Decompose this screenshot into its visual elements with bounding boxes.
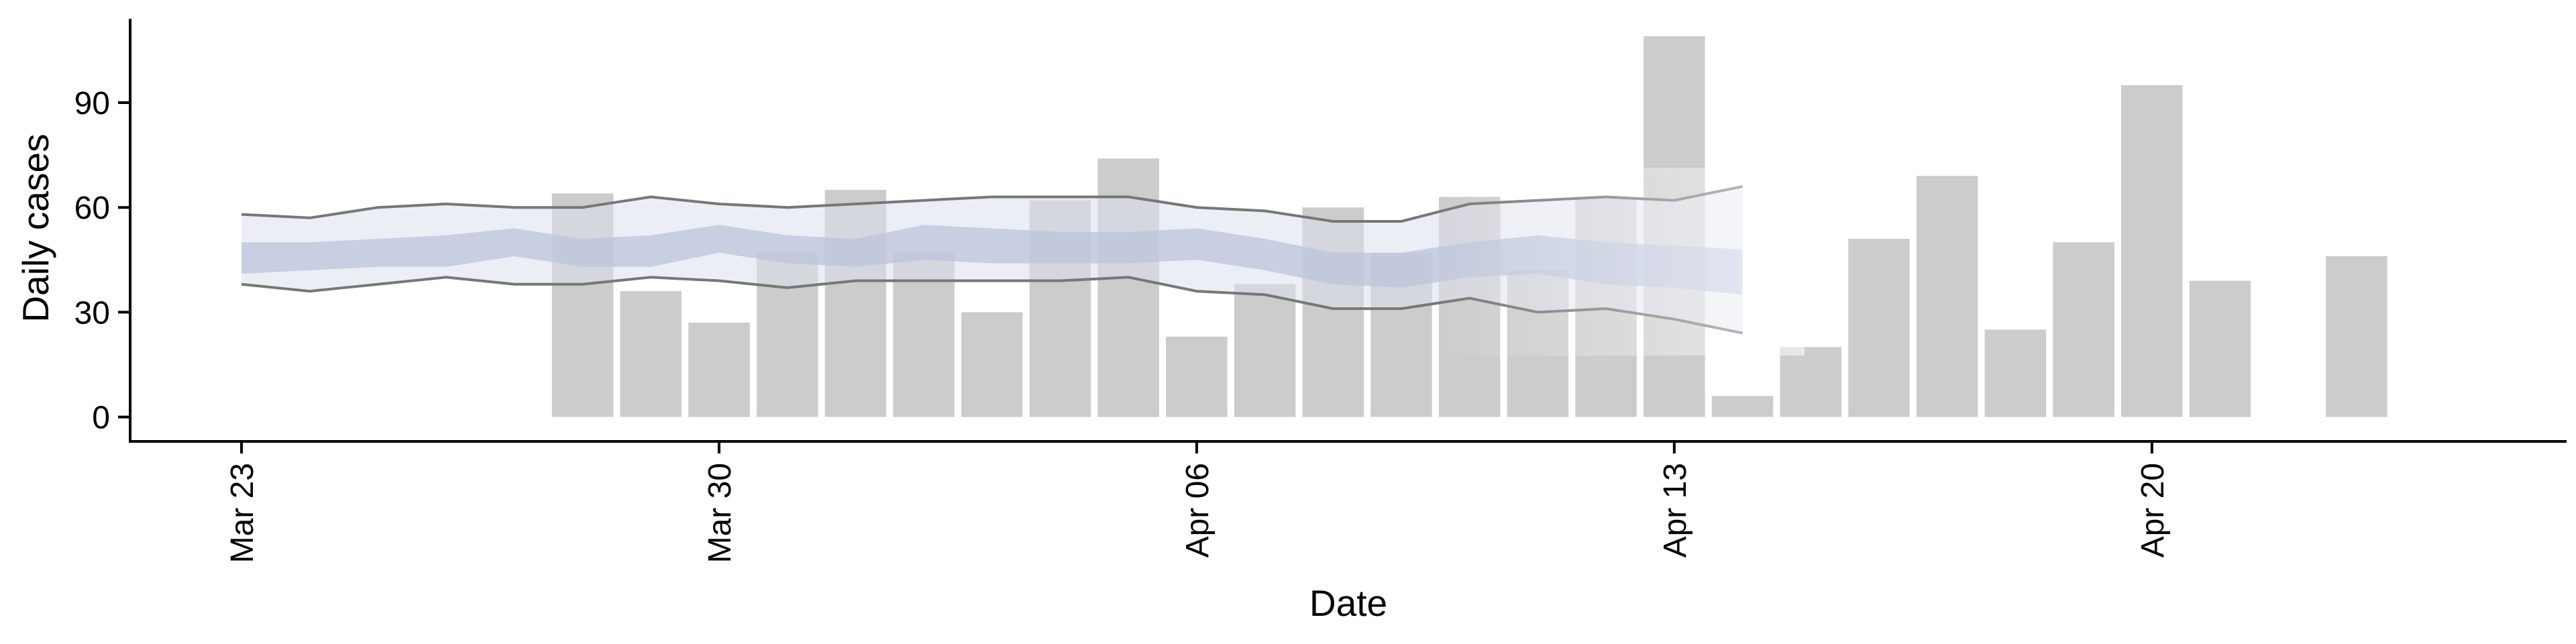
inner-credible-band xyxy=(241,225,1743,295)
bar-2020-04-19 xyxy=(2053,242,2114,417)
bar-2020-04-18 xyxy=(1984,329,2047,417)
bar-2020-04-15 xyxy=(1780,347,1841,417)
x-tick-label-2020-03-30: Mar 30 xyxy=(702,463,738,563)
bar-2020-04-16 xyxy=(1848,239,1910,417)
bar-2020-04-06 xyxy=(1166,336,1228,417)
bar-2020-04-17 xyxy=(1916,176,1978,417)
y-tick-label-60: 60 xyxy=(74,191,110,226)
bar-2020-04-14 xyxy=(1711,396,1774,417)
x-axis-ticks: Mar 23 Mar 30 Apr 06 Apr 13 Apr 20 xyxy=(225,441,2171,563)
bar-2020-04-20 xyxy=(2121,85,2183,417)
estimate-band-layer xyxy=(241,186,1743,333)
forecast-fade-overlay xyxy=(1429,168,1805,356)
bar-2020-04-07 xyxy=(1234,284,1296,417)
x-tick-label-2020-04-20: Apr 20 xyxy=(2135,463,2171,557)
y-axis-title: Daily cases xyxy=(15,133,56,322)
bar-2020-03-30 xyxy=(688,323,750,417)
bar-2020-03-29 xyxy=(620,291,682,417)
y-axis-ticks: 0 30 60 90 xyxy=(74,86,130,436)
bar-2020-04-23 xyxy=(2326,256,2387,417)
x-tick-label-2020-04-13: Apr 13 xyxy=(1658,463,1693,557)
y-tick-label-30: 30 xyxy=(74,295,110,331)
x-tick-label-2020-03-23: Mar 23 xyxy=(225,463,260,563)
y-tick-label-0: 0 xyxy=(92,400,110,436)
x-tick-label-2020-04-06: Apr 06 xyxy=(1180,463,1216,557)
x-axis-title: Date xyxy=(1309,582,1387,624)
bar-2020-04-03 xyxy=(961,312,1023,417)
y-tick-label-90: 90 xyxy=(74,86,110,121)
bar-2020-04-21 xyxy=(2189,280,2251,417)
